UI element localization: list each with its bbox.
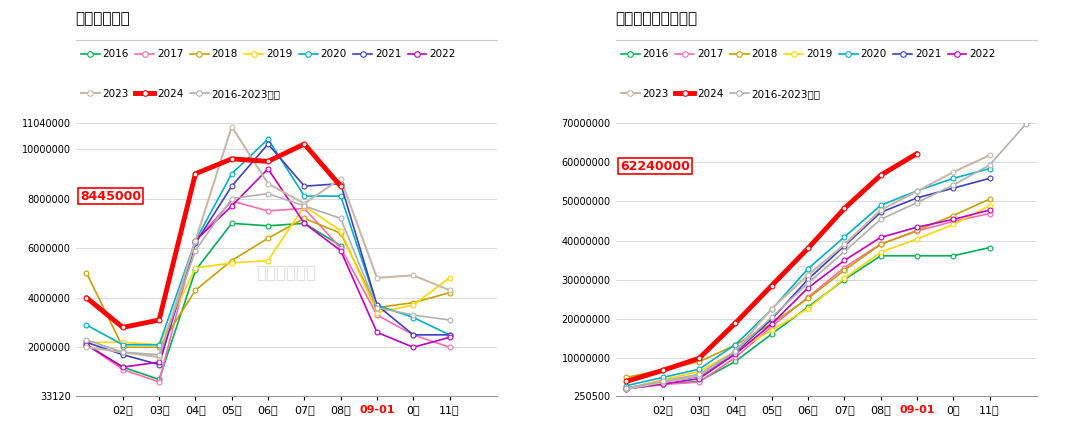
Text: 62240000: 62240000 [620, 160, 690, 172]
Legend: 2023, 2024, 2016-2023均值: 2023, 2024, 2016-2023均值 [621, 89, 821, 99]
Text: 中国进口巴豆: 中国进口巴豆 [76, 11, 131, 26]
Legend: 2023, 2024, 2016-2023均值: 2023, 2024, 2016-2023均值 [81, 89, 281, 99]
Text: 中国进口巴豆累计值: 中国进口巴豆累计值 [616, 11, 698, 26]
Text: 紫金天风期货: 紫金天风期货 [256, 264, 316, 282]
Text: 紫金天风期货: 紫金天风期货 [796, 264, 856, 282]
Text: 8445000: 8445000 [80, 190, 140, 202]
